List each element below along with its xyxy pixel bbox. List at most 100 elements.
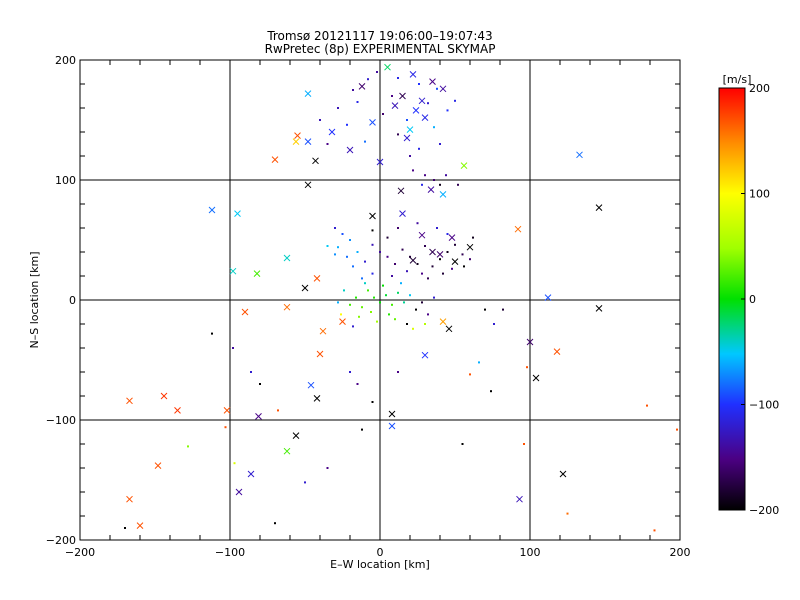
data-point-dot	[346, 255, 348, 258]
colorbar-tick-label: 100	[749, 188, 770, 201]
data-point-dot	[371, 272, 374, 275]
data-point-cross	[436, 251, 444, 258]
x-tick-label: −100	[215, 546, 245, 559]
data-point-cross	[384, 63, 391, 71]
data-point-dot	[364, 260, 366, 263]
data-markers	[124, 63, 678, 532]
data-point-dot	[233, 462, 236, 465]
data-point-dot	[341, 233, 344, 235]
data-point-dot	[446, 109, 449, 112]
data-point-dot	[433, 296, 435, 299]
data-point-dot	[367, 289, 369, 292]
data-point-dot	[418, 147, 420, 150]
data-point-dot	[451, 267, 453, 270]
data-point-cross	[448, 234, 456, 241]
data-point-cross	[136, 522, 144, 529]
x-tick-label: −200	[65, 546, 95, 559]
data-point-dot	[523, 443, 525, 445]
data-point-dot	[364, 140, 366, 143]
colorbar-label: [m/s]	[723, 73, 752, 86]
data-point-dot	[484, 308, 486, 311]
y-tick-label: 200	[55, 54, 76, 67]
data-point-cross	[174, 407, 181, 414]
data-point-dot	[397, 133, 399, 136]
data-point-cross	[271, 156, 279, 163]
data-point-dot	[433, 179, 435, 181]
data-point-cross	[313, 395, 321, 402]
data-point-cross	[319, 327, 327, 335]
data-point-dot	[566, 512, 569, 515]
data-point-dot	[526, 366, 528, 369]
data-point-dot	[386, 255, 389, 258]
data-point-cross	[399, 210, 406, 217]
data-point-dot	[439, 258, 441, 261]
data-point-dot	[391, 95, 393, 97]
data-point-dot	[349, 303, 351, 306]
data-point-dot	[358, 315, 360, 318]
data-point-dot	[337, 246, 339, 249]
data-point-cross	[208, 206, 216, 214]
data-point-dot	[319, 119, 321, 121]
data-point-cross	[235, 488, 243, 496]
data-point-dot	[446, 251, 449, 253]
data-point-cross	[369, 119, 376, 126]
data-point-cross	[406, 126, 414, 133]
data-point-cross	[553, 348, 561, 355]
data-point-dot	[340, 313, 342, 316]
data-point-cross	[595, 204, 603, 211]
data-point-cross	[229, 267, 237, 275]
data-point-dot	[446, 233, 449, 235]
data-point-dot	[391, 303, 393, 306]
data-point-dot	[463, 265, 465, 268]
y-axis-label: N–S location [km]	[28, 251, 41, 348]
data-point-dot	[472, 236, 474, 239]
data-point-dot	[436, 87, 438, 90]
data-point-dot	[391, 275, 393, 277]
data-point-dot	[187, 445, 189, 448]
y-tick-label: 100	[55, 174, 76, 187]
data-point-cross	[439, 85, 447, 93]
data-point-dot	[397, 371, 399, 373]
data-point-dot	[394, 318, 396, 321]
data-point-dot	[371, 229, 374, 232]
data-point-dot	[326, 245, 329, 247]
data-point-cross	[292, 138, 300, 145]
x-tick-label: 200	[670, 546, 691, 559]
data-point-cross	[369, 212, 376, 220]
data-point-dot	[376, 71, 378, 73]
data-point-dot	[653, 529, 656, 532]
data-point-dot	[343, 289, 345, 292]
data-point-dot	[400, 282, 402, 285]
data-point-dot	[646, 404, 648, 407]
data-point-dot	[427, 313, 429, 316]
data-point-dot	[445, 174, 447, 177]
data-point-dot	[416, 222, 419, 225]
data-point-dot	[490, 390, 492, 393]
colorbar-tick-label: −100	[749, 399, 779, 412]
data-point-cross	[283, 254, 291, 262]
data-point-dot	[397, 227, 399, 229]
data-point-dot	[376, 320, 378, 323]
data-point-dot	[334, 253, 336, 256]
data-point-cross	[292, 432, 300, 439]
data-point-dot	[457, 183, 459, 186]
y-tick-label: 0	[69, 294, 76, 307]
data-point-cross	[312, 157, 319, 165]
data-point-dot	[427, 102, 429, 105]
data-point-dot	[326, 467, 329, 469]
data-point-dot	[406, 119, 408, 121]
x-tick-label: 100	[520, 546, 541, 559]
data-point-cross	[451, 258, 459, 265]
data-point-cross	[294, 132, 301, 139]
data-point-cross	[247, 470, 255, 478]
data-point-cross	[595, 305, 603, 312]
data-point-dot	[676, 428, 678, 431]
data-point-cross	[403, 134, 411, 142]
data-point-dot	[232, 347, 234, 349]
data-point-cross	[399, 92, 406, 100]
data-point-cross	[427, 186, 435, 193]
data-point-dot	[424, 174, 426, 177]
data-point-dot	[370, 311, 372, 313]
data-point-dot	[421, 272, 423, 275]
data-point-cross	[283, 447, 291, 455]
